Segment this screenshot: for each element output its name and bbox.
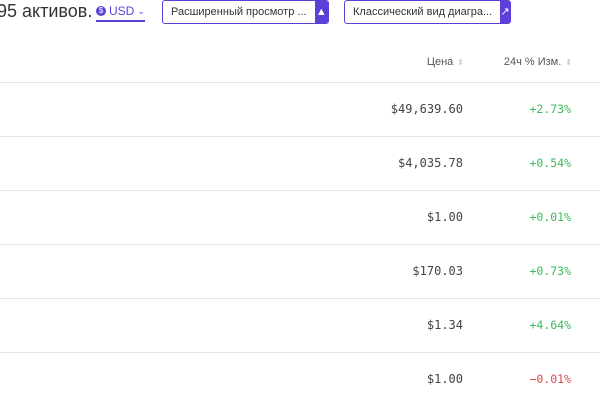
price-cell: $1.00 [426,372,463,386]
table-row[interactable]: $1.00 +0.01% [0,190,600,245]
currency-selector[interactable]: $ USD ⌄ [96,4,145,22]
table-row[interactable]: $1.00 −0.01% [0,352,600,407]
dollar-coin-icon: $ [96,6,106,16]
table-row[interactable]: $49,639.60 +2.73% [0,82,600,137]
change-cell: −0.01% [529,372,571,386]
column-header-change[interactable]: 24ч % Изм. ⬍ [503,56,572,68]
table-row[interactable]: $170.03 +0.73% [0,244,600,299]
table-row[interactable]: $1.34 +4.64% [0,298,600,353]
currency-label: USD [109,4,135,18]
sort-icon: ⬍ [565,58,572,67]
price-cell: $1.34 [426,318,463,332]
view-mode-label: Расширенный просмотр ... [171,6,307,18]
chart-type-select[interactable]: Классический вид диагра... ↗ [344,0,511,24]
change-cell: +0.73% [529,264,571,278]
change-cell: +0.54% [529,156,571,170]
chart-mountain-icon[interactable]: ▲ [314,1,328,23]
chevron-down-icon: ⌄ [137,5,145,16]
view-mode-select[interactable]: Расширенный просмотр ... ▲ [162,0,329,24]
asset-count: 95 активов. [0,1,93,21]
table-row[interactable]: $4,035.78 +0.54% [0,136,600,191]
line-chart-icon[interactable]: ↗ [500,1,510,23]
change-cell: +4.64% [529,318,571,332]
price-cell: $49,639.60 [390,102,463,116]
change-cell: +0.01% [529,210,571,224]
change-cell: +2.73% [529,102,571,116]
price-cell: $1.00 [426,210,463,224]
column-header-price[interactable]: Цена ⬍ [426,56,464,68]
chart-type-label: Классический вид диагра... [353,6,493,18]
sort-icon: ⬍ [457,58,464,67]
price-cell: $4,035.78 [397,156,463,170]
price-cell: $170.03 [412,264,463,278]
